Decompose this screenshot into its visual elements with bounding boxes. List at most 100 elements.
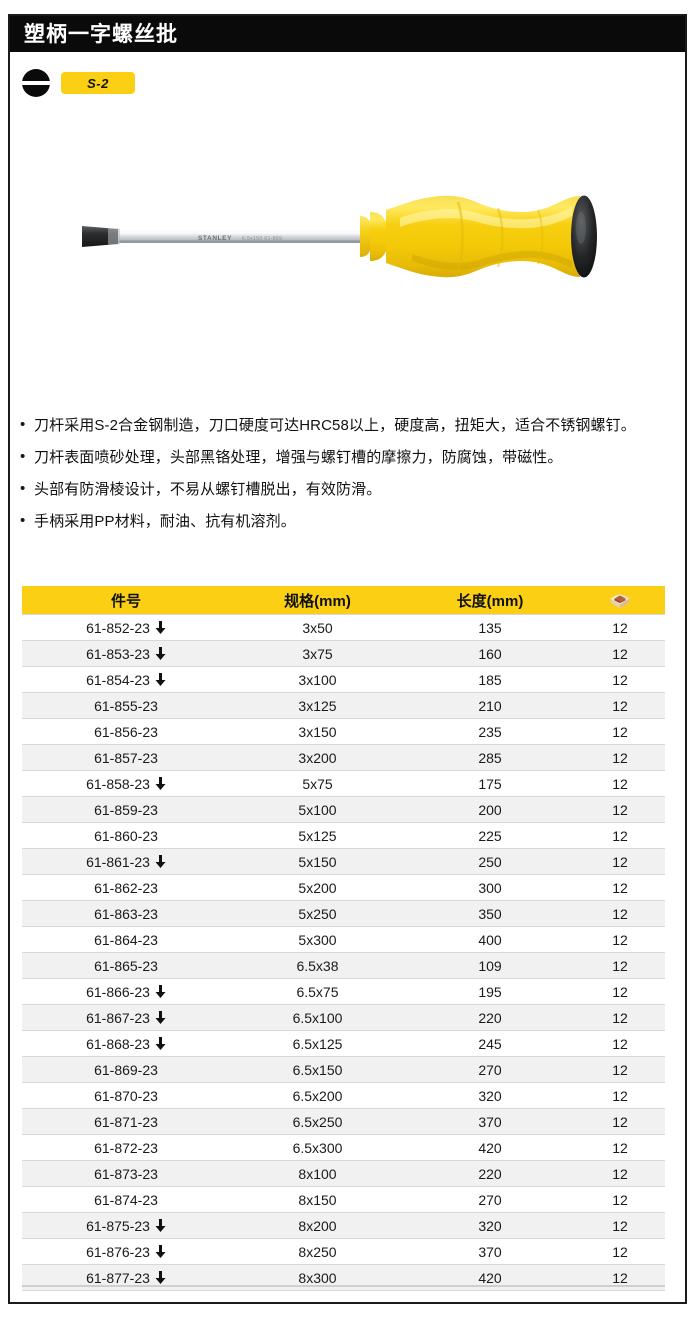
cell-length: 420	[405, 1134, 575, 1161]
cell-carton-qty: 12	[575, 1186, 665, 1213]
cell-spec: 5x75	[230, 770, 405, 797]
bullet-icon: •	[20, 512, 26, 529]
cell-length: 235	[405, 718, 575, 745]
part-no-text: 61-862-23	[94, 879, 158, 896]
table-row: 61-852-23 3x50 135 12	[22, 614, 665, 641]
table-row: 61-873-23 8x100 220 12	[22, 1160, 665, 1187]
cell-spec: 8x100	[230, 1160, 405, 1187]
cell-carton-qty: 12	[575, 744, 665, 771]
cell-part-no: 61-867-23	[22, 1004, 230, 1031]
restock-arrow-icon	[155, 1219, 166, 1232]
cell-length: 285	[405, 744, 575, 771]
cell-part-no: 61-861-23	[22, 848, 230, 875]
cell-length: 175	[405, 770, 575, 797]
cell-spec: 6.5x100	[230, 1004, 405, 1031]
cell-length: 220	[405, 1160, 575, 1187]
bullet-icon: •	[20, 448, 26, 465]
restock-arrow-icon	[155, 1245, 166, 1258]
cell-part-no: 61-866-23	[22, 978, 230, 1005]
cell-spec: 3x150	[230, 718, 405, 745]
table-row: 61-854-23 3x100 185 12	[22, 666, 665, 693]
table-row: 61-860-23 5x125 225 12	[22, 822, 665, 849]
cell-carton-qty: 12	[575, 1004, 665, 1031]
part-no-text: 61-866-23	[86, 983, 150, 1000]
cell-carton-qty: 12	[575, 692, 665, 719]
table-row: 61-871-23 6.5x250 370 12	[22, 1108, 665, 1135]
cell-spec: 3x100	[230, 666, 405, 693]
cell-part-no: 61-856-23	[22, 718, 230, 745]
cell-length: 225	[405, 822, 575, 849]
cell-carton-qty: 12	[575, 874, 665, 901]
part-no-text: 61-857-23	[94, 749, 158, 766]
cell-part-no: 61-874-23	[22, 1186, 230, 1213]
part-no-text: 61-853-23	[86, 645, 150, 662]
cell-carton-qty: 12	[575, 796, 665, 823]
table-row: 61-862-23 5x200 300 12	[22, 874, 665, 901]
table-row: 61-866-23 6.5x75 195 12	[22, 978, 665, 1005]
table-row: 61-857-23 3x200 285 12	[22, 744, 665, 771]
cell-carton-qty: 12	[575, 1030, 665, 1057]
part-no-text: 61-877-23	[86, 1269, 150, 1286]
cell-part-no: 61-868-23	[22, 1030, 230, 1057]
feature-item: • 刀杆采用S-2合金钢制造，刀口硬度可达HRC58以上，硬度高，扭矩大，适合不…	[20, 414, 682, 437]
cell-spec: 6.5x300	[230, 1134, 405, 1161]
page-title-bar: 塑柄一字螺丝批	[10, 16, 685, 52]
cell-length: 250	[405, 848, 575, 875]
table-row: 61-858-23 5x75 175 12	[22, 770, 665, 797]
table-row: 61-874-23 8x150 270 12	[22, 1186, 665, 1213]
cell-carton-qty: 12	[575, 848, 665, 875]
part-no-text: 61-859-23	[94, 801, 158, 818]
cell-length: 370	[405, 1238, 575, 1265]
cell-part-no: 61-875-23	[22, 1212, 230, 1239]
cell-carton-qty: 12	[575, 1212, 665, 1239]
restock-arrow-icon	[155, 777, 166, 790]
part-no-text: 61-874-23	[94, 1191, 158, 1208]
restock-arrow-icon	[155, 1011, 166, 1024]
feature-text: 头部有防滑棱设计，不易从螺钉槽脱出，有效防滑。	[34, 481, 382, 498]
cell-part-no: 61-860-23	[22, 822, 230, 849]
cell-part-no: 61-877-23	[22, 1264, 230, 1291]
cell-spec: 6.5x38	[230, 952, 405, 979]
product-image-screwdriver: STANLEY 6.5x150 61-869	[60, 150, 620, 370]
cell-length: 370	[405, 1108, 575, 1135]
cell-spec: 5x150	[230, 848, 405, 875]
cell-length: 400	[405, 926, 575, 953]
part-no-text: 61-858-23	[86, 775, 150, 792]
cell-carton-qty: 12	[575, 1238, 665, 1265]
part-no-text: 61-856-23	[94, 723, 158, 740]
cell-length: 350	[405, 900, 575, 927]
cell-spec: 3x75	[230, 640, 405, 667]
part-no-text: 61-854-23	[86, 671, 150, 688]
cell-length: 300	[405, 874, 575, 901]
part-no-text: 61-861-23	[86, 853, 150, 870]
cell-carton-qty: 12	[575, 640, 665, 667]
cell-part-no: 61-871-23	[22, 1108, 230, 1135]
part-no-text: 61-873-23	[94, 1165, 158, 1182]
restock-arrow-icon	[155, 647, 166, 660]
table-body: 61-852-23 3x50 135 12 61-853-23 3x75 160 12 61-8…	[22, 614, 665, 1291]
part-no-text: 61-868-23	[86, 1035, 150, 1052]
cell-length: 270	[405, 1056, 575, 1083]
cell-carton-qty: 12	[575, 666, 665, 693]
cell-part-no: 61-858-23	[22, 770, 230, 797]
table-row: 61-870-23 6.5x200 320 12	[22, 1082, 665, 1109]
cell-length: 200	[405, 796, 575, 823]
cell-carton-qty: 12	[575, 900, 665, 927]
table-row: 61-865-23 6.5x38 109 12	[22, 952, 665, 979]
table-row: 61-861-23 5x150 250 12	[22, 848, 665, 875]
cell-part-no: 61-862-23	[22, 874, 230, 901]
cell-part-no: 61-869-23	[22, 1056, 230, 1083]
material-badge-row: S-2	[22, 68, 135, 98]
part-no-text: 61-872-23	[94, 1139, 158, 1156]
cell-spec: 3x50	[230, 614, 405, 641]
table-row: 61-869-23 6.5x150 270 12	[22, 1056, 665, 1083]
cell-part-no: 61-873-23	[22, 1160, 230, 1187]
cell-spec: 3x200	[230, 744, 405, 771]
cell-part-no: 61-870-23	[22, 1082, 230, 1109]
restock-arrow-icon	[155, 1271, 166, 1284]
part-no-text: 61-864-23	[94, 931, 158, 948]
cell-carton-qty: 12	[575, 1160, 665, 1187]
cell-carton-qty: 12	[575, 718, 665, 745]
page-title: 塑柄一字螺丝批	[24, 22, 178, 46]
